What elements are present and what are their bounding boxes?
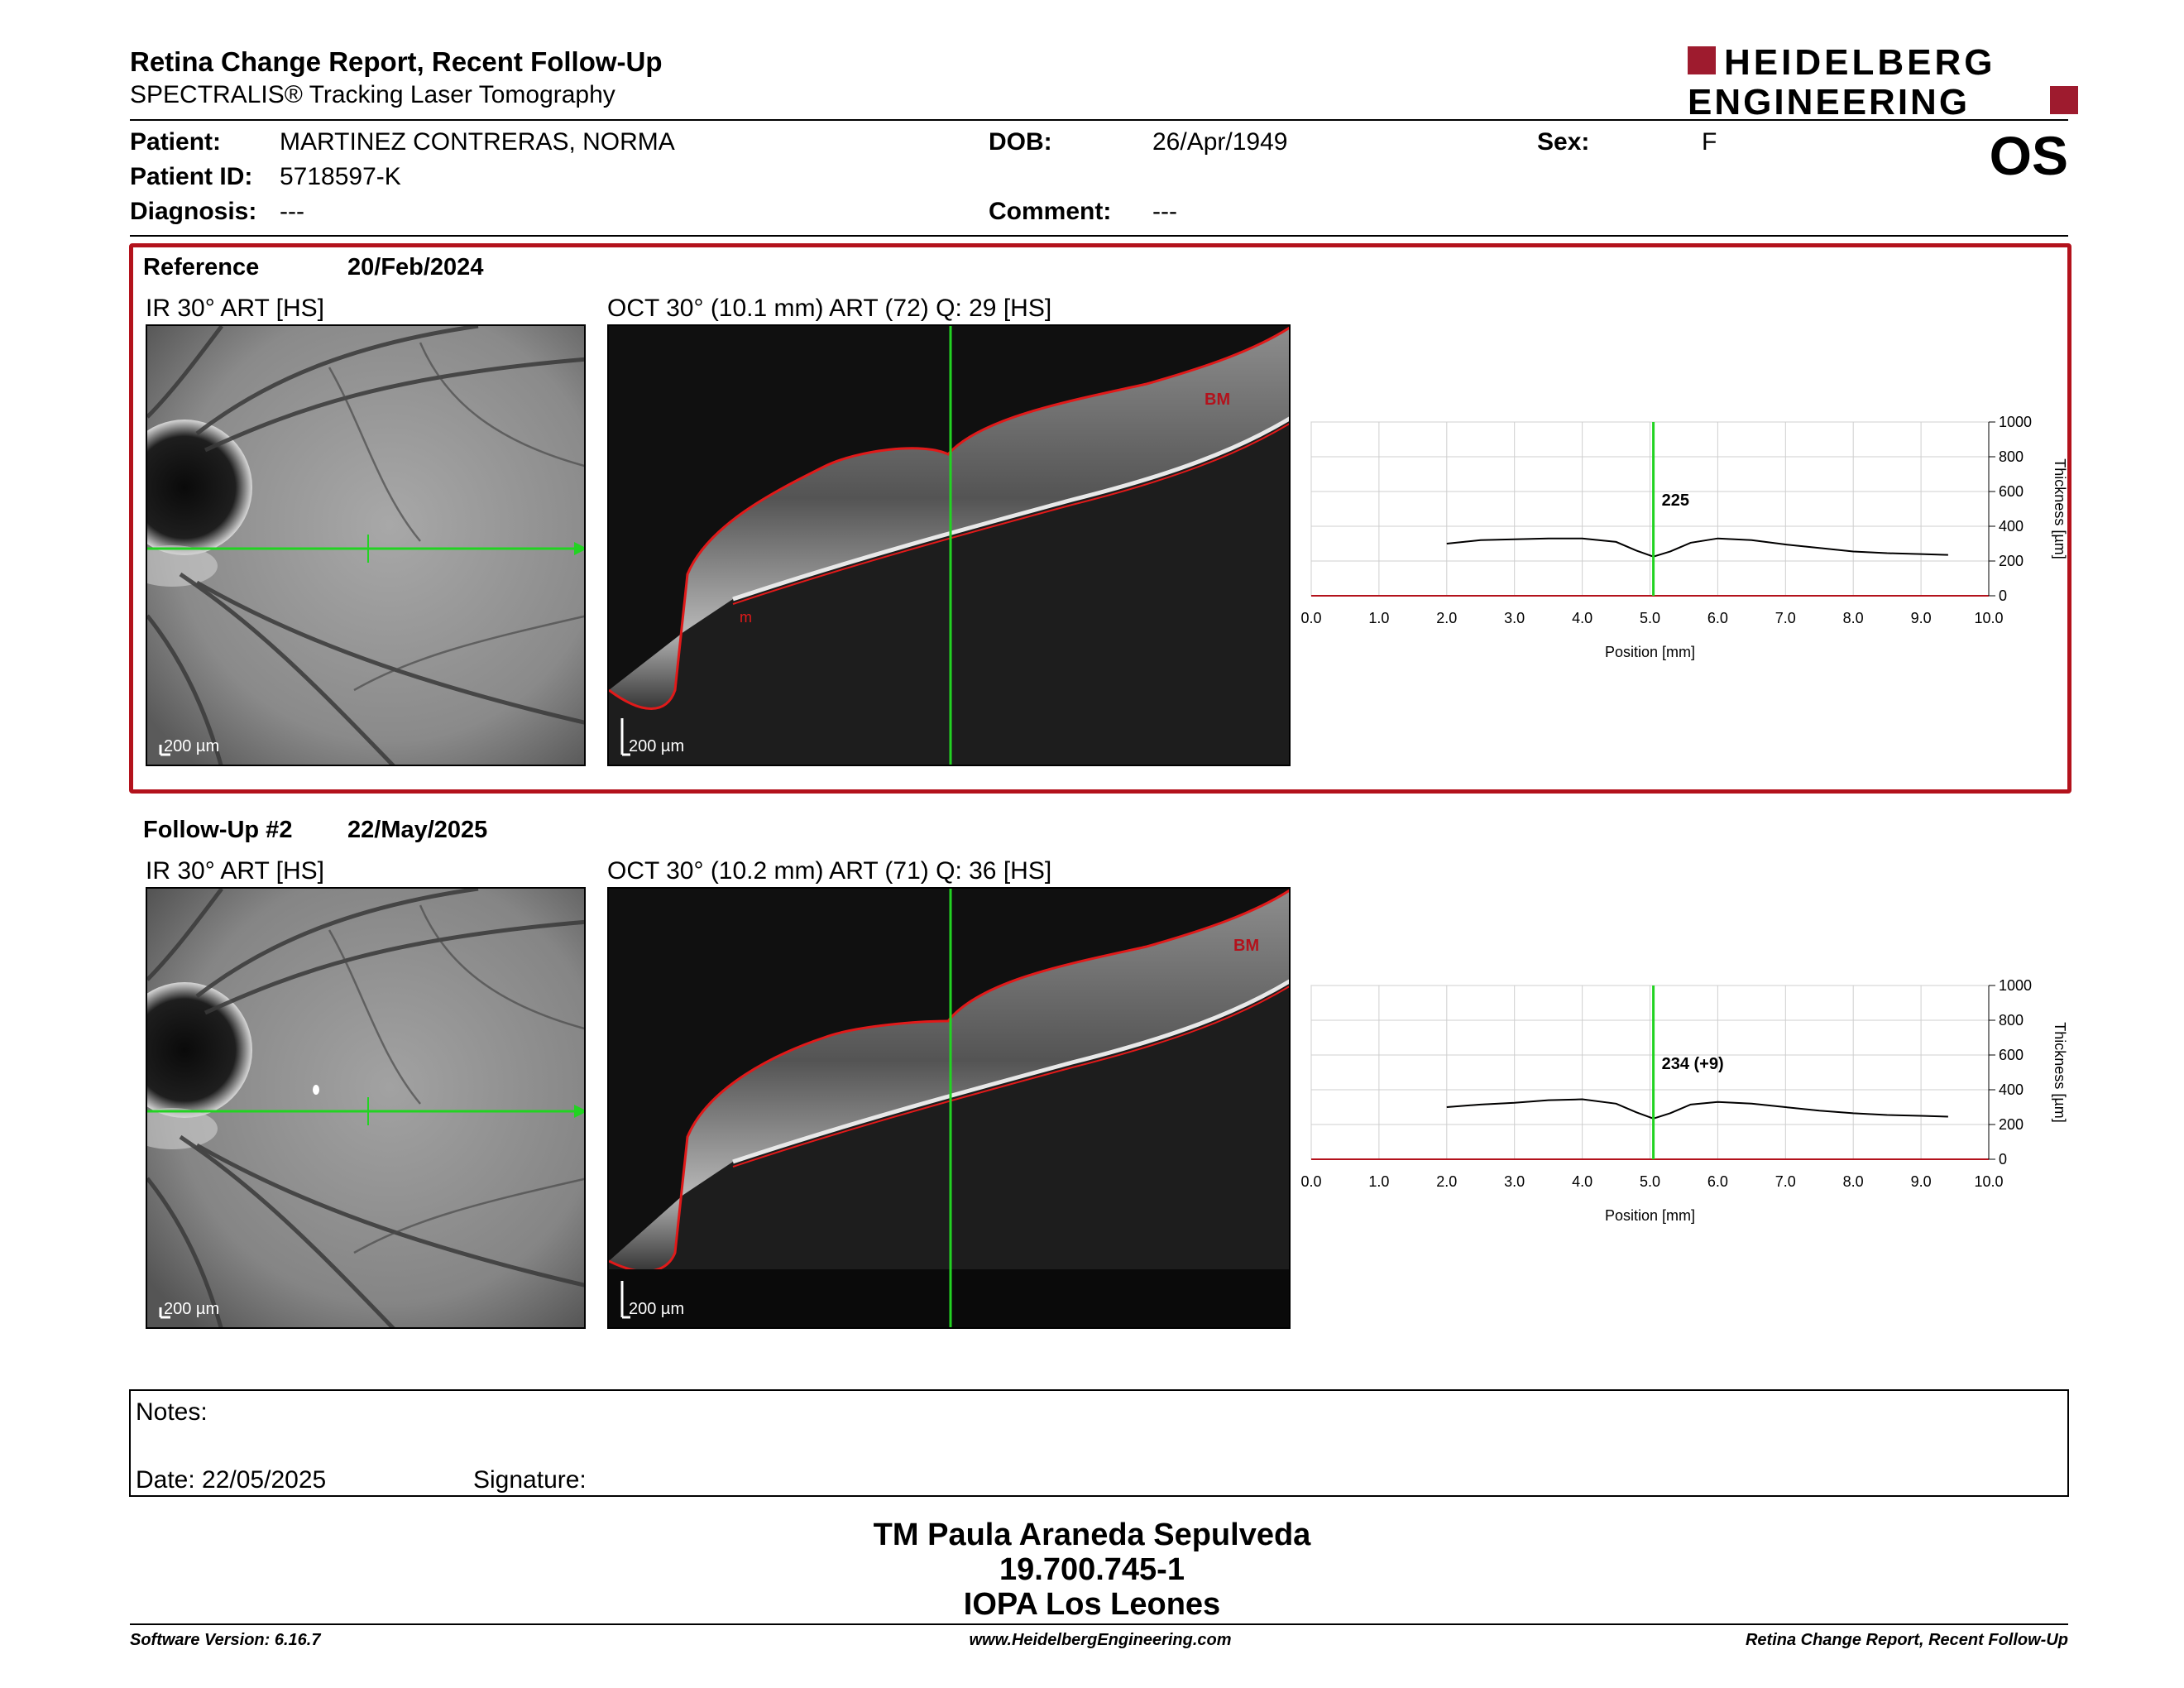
x-tick-label: 8.0 (1843, 610, 1864, 626)
patient-id-label: Patient ID: (130, 163, 253, 190)
x-tick-label: 2.0 (1436, 1173, 1457, 1190)
y-tick-label: 0 (1999, 587, 2007, 604)
reference-ir-scale: 200 µm (164, 737, 219, 755)
footer-report: Retina Change Report, Recent Follow-Up (1745, 1631, 2068, 1649)
reference-highlight-box (129, 243, 2071, 794)
thickness-line (1446, 537, 1948, 558)
y-tick-label: 1000 (1999, 977, 2032, 994)
comment-value: --- (1152, 198, 1177, 225)
x-tick-label: 9.0 (1911, 610, 1932, 626)
reference-thickness-chart: 0.0 1.0 2.0 3.0 4.0 5.0 6.0 7.0 8.0 9.0 10.0 0 200 40… (1300, 414, 2068, 660)
heidelberg-logo: HEIDELBERG ENGINEERING (1688, 45, 2078, 117)
followup-thickness-chart: 0.0 1.0 2.0 3.0 4.0 5.0 6.0 7.0 8.0 9.0 10.0 0 200 40… (1300, 977, 2068, 1224)
x-tick-label: 10.0 (1974, 1173, 2003, 1190)
signer-institution: IOPA Los Leones (963, 1587, 1221, 1622)
dob-value: 26/Apr/1949 (1152, 128, 1288, 156)
header-divider (130, 119, 2068, 121)
y-tick-label: 400 (1999, 518, 2024, 535)
x-tick-label: 9.0 (1911, 1173, 1932, 1190)
signature-label: Signature: (473, 1466, 587, 1494)
x-tick-label: 8.0 (1843, 1173, 1864, 1190)
y-tick-label: 1000 (1999, 414, 2032, 430)
y-tick-label: 800 (1999, 1012, 2024, 1029)
x-tick-label: 4.0 (1572, 610, 1592, 626)
x-axis-label: Position [mm] (1605, 644, 1695, 660)
reference-oct-scale: 200 µm (629, 737, 684, 755)
footer-website[interactable]: www.HeidelbergEngineering.com (969, 1631, 1232, 1649)
x-tick-label: 3.0 (1504, 1173, 1525, 1190)
report-title: Retina Change Report, Recent Follow-Up (130, 46, 663, 77)
reference-oct-image: m BM 200 µm (607, 324, 1291, 766)
comment-label: Comment: (989, 198, 1112, 225)
x-tick-label: 0.0 (1300, 610, 1321, 626)
followup-ir-image: 200 µm (146, 887, 586, 1329)
footer-software: Software Version: 6.16.7 (130, 1631, 321, 1649)
y-tick-label: 200 (1999, 1116, 2024, 1133)
y-tick-label: 0 (1999, 1151, 2007, 1168)
followup-label: Follow-Up #2 (143, 817, 293, 843)
marker-value-label: 225 (1662, 492, 1689, 510)
sex-label: Sex: (1537, 128, 1590, 156)
y-tick-label: 800 (1999, 448, 2024, 465)
logo-line1: HEIDELBERG (1724, 45, 1995, 83)
reference-oct-label: OCT 30° (10.1 mm) ART (72) Q: 29 [HS] (607, 295, 1052, 322)
x-tick-label: 5.0 (1640, 1173, 1660, 1190)
patient-id: 5718597-K (280, 163, 401, 190)
signer-name: TM Paula Araneda Sepulveda (873, 1518, 1311, 1552)
x-axis-label: Position [mm] (1605, 1207, 1695, 1224)
thickness-line (1446, 1098, 1948, 1120)
x-tick-label: 1.0 (1368, 1173, 1389, 1190)
reference-date: 20/Feb/2024 (347, 254, 484, 281)
eye-indicator: OS (1989, 125, 2068, 186)
reference-ir-image: 200 µm (146, 324, 586, 766)
logo-line2: ENGINEERING (1688, 82, 1970, 117)
followup-ir-scale: 200 µm (164, 1300, 219, 1318)
y-tick-label: 600 (1999, 483, 2024, 500)
x-tick-label: 7.0 (1775, 610, 1796, 626)
followup-date: 22/May/2025 (347, 817, 488, 843)
followup-oct-image: BM 200 µm (607, 887, 1291, 1329)
diagnosis-label: Diagnosis: (130, 198, 257, 225)
signer-rut: 19.700.745-1 (999, 1552, 1185, 1587)
notes-box[interactable] (129, 1389, 2069, 1497)
reference-ir-label: IR 30° ART [HS] (146, 295, 324, 322)
x-tick-label: 10.0 (1974, 610, 2003, 626)
patient-label: Patient: (130, 128, 222, 156)
y-tick-label: 200 (1999, 553, 2024, 569)
marker-value-label: 234 (+9) (1662, 1055, 1724, 1073)
x-tick-label: 5.0 (1640, 610, 1660, 626)
y-tick-label: 600 (1999, 1047, 2024, 1063)
x-tick-label: 6.0 (1707, 1173, 1728, 1190)
sex-value: F (1702, 128, 1717, 156)
x-tick-label: 6.0 (1707, 610, 1728, 626)
patient-divider (130, 235, 2068, 237)
followup-oct-scale: 200 µm (629, 1300, 684, 1318)
x-tick-label: 2.0 (1436, 610, 1457, 626)
patient-name: MARTINEZ CONTRERAS, NORMA (280, 128, 675, 156)
x-tick-label: 0.0 (1300, 1173, 1321, 1190)
x-tick-label: 1.0 (1368, 610, 1389, 626)
reference-layer-tag: BM (1205, 391, 1230, 409)
x-tick-label: 7.0 (1775, 1173, 1796, 1190)
reference-label: Reference (143, 254, 260, 281)
y-axis-label: Thickness [µm] (2052, 1022, 2068, 1122)
dob-label: DOB: (989, 128, 1052, 156)
followup-oct-label: OCT 30° (10.2 mm) ART (71) Q: 36 [HS] (607, 857, 1052, 885)
followup-ir-label: IR 30° ART [HS] (146, 857, 324, 885)
footer-divider (130, 1623, 2068, 1625)
reference-layer-tag-m: m (740, 609, 752, 626)
y-tick-label: 400 (1999, 1081, 2024, 1098)
x-tick-label: 3.0 (1504, 610, 1525, 626)
notes-label: Notes: (136, 1398, 208, 1426)
y-axis-label: Thickness [µm] (2052, 458, 2068, 559)
followup-layer-tag: BM (1233, 937, 1259, 955)
notes-date: Date: 22/05/2025 (136, 1466, 327, 1494)
x-tick-label: 4.0 (1572, 1173, 1592, 1190)
report-subtitle: SPECTRALIS® Tracking Laser Tomography (130, 81, 615, 108)
diagnosis-value: --- (280, 198, 304, 225)
